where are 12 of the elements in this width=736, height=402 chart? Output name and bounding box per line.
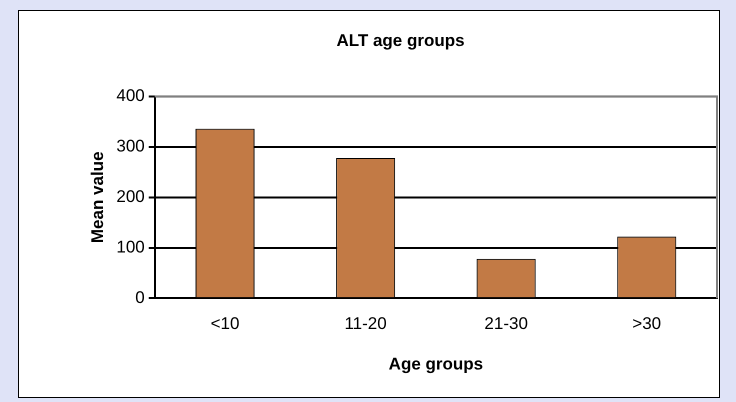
y-tick-label: 0	[135, 288, 145, 307]
y-tick-label: 400	[116, 86, 145, 106]
chart-title: ALT age groups	[336, 30, 465, 50]
x-axis-title: Age groups	[388, 354, 484, 374]
x-tick-label: 11-20	[344, 314, 387, 334]
x-tick-label: >30	[632, 314, 662, 334]
y-axis-title: Mean value	[88, 151, 107, 244]
x-tick-label: 21-30	[484, 314, 528, 334]
y-tick-label: 200	[116, 186, 145, 206]
y-tick-label: 100	[116, 237, 145, 256]
x-tick-label: <10	[210, 314, 240, 334]
y-tick-label: 300	[116, 136, 145, 156]
